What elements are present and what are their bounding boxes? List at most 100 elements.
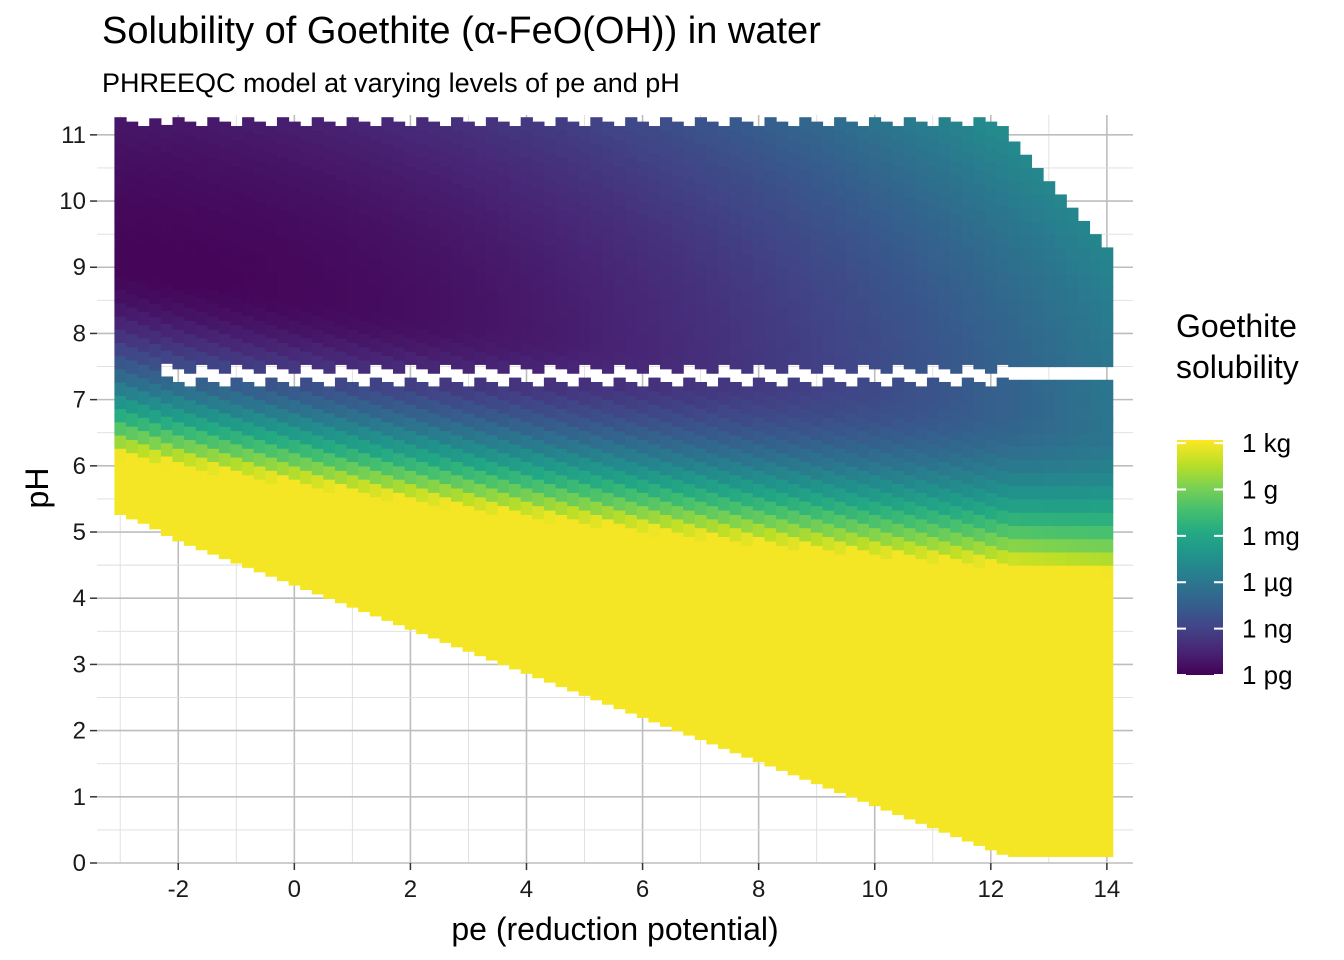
heatmap-cell <box>938 421 951 436</box>
heatmap-cell <box>926 324 940 339</box>
heatmap-cell <box>764 289 777 304</box>
heatmap-cell <box>625 646 638 661</box>
heatmap-cell <box>149 118 162 133</box>
heatmap-cell <box>892 735 905 749</box>
heatmap-cell <box>776 280 789 295</box>
heatmap-cell <box>706 730 719 745</box>
heatmap-cell <box>799 461 812 476</box>
heatmap-cell <box>926 708 940 723</box>
heatmap-cell <box>218 399 232 414</box>
heatmap-cell <box>857 298 870 312</box>
heatmap-cell <box>230 377 243 392</box>
heatmap-cell <box>648 642 661 657</box>
heatmap-cell <box>393 359 406 374</box>
heatmap-cell <box>543 218 557 233</box>
heatmap-cell <box>520 474 533 489</box>
heatmap-cell <box>752 258 766 273</box>
x-tick-label: 10 <box>861 876 888 903</box>
heatmap-cell <box>543 509 557 524</box>
heatmap-cell <box>358 306 371 321</box>
heatmap-cell <box>868 302 882 317</box>
heatmap-cell <box>311 315 324 330</box>
heatmap-cell <box>485 209 499 224</box>
heatmap-cell <box>276 262 290 277</box>
heatmap-cell <box>334 351 348 365</box>
heatmap-cell <box>1019 181 1033 196</box>
heatmap-cell <box>799 474 812 489</box>
heatmap-cell <box>1077 843 1091 857</box>
heatmap-cell <box>741 505 754 520</box>
heatmap-cell <box>845 584 858 599</box>
heatmap-cell <box>474 192 487 207</box>
heatmap-cell <box>938 792 951 807</box>
heatmap-cell <box>903 646 916 661</box>
heatmap-cell <box>1043 710 1056 725</box>
heatmap-cell <box>636 240 649 255</box>
heatmap-cell <box>1008 697 1021 712</box>
heatmap-cell <box>601 333 615 348</box>
heatmap-cell <box>834 156 847 171</box>
heatmap-cell <box>752 139 766 154</box>
heatmap-cell <box>358 479 371 493</box>
heatmap-cell <box>160 151 174 166</box>
heatmap-cell <box>613 549 626 564</box>
heatmap-cell <box>578 417 591 432</box>
heatmap-cell <box>300 258 313 273</box>
heatmap-cell <box>1008 604 1021 619</box>
heatmap-cell <box>985 611 998 626</box>
heatmap-cell <box>880 161 893 176</box>
heatmap-cell <box>346 249 359 264</box>
heatmap-cell <box>1101 432 1114 447</box>
heatmap-cell <box>938 686 951 701</box>
heatmap-cell <box>683 377 696 392</box>
heatmap-cell <box>1019 220 1033 235</box>
heatmap-cell <box>799 170 812 185</box>
heatmap-cell <box>253 174 266 189</box>
heatmap-cell <box>1101 485 1114 500</box>
heatmap-cell <box>868 143 882 158</box>
heatmap-cell <box>1008 565 1021 579</box>
heatmap-cell <box>648 126 661 140</box>
heatmap-cell <box>915 558 928 573</box>
heatmap-cell <box>555 554 568 568</box>
heatmap-cell <box>671 174 684 189</box>
heatmap-cell <box>497 412 510 427</box>
x-axis-title: pe (reduction potential) <box>451 911 778 947</box>
heatmap-cell <box>1089 247 1102 262</box>
heatmap-cell <box>427 545 441 560</box>
heatmap-cell <box>659 461 673 476</box>
heatmap-cell <box>636 584 649 599</box>
heatmap-cell <box>1101 737 1114 752</box>
heatmap-cell <box>1054 578 1067 593</box>
heatmap-cell <box>346 593 359 608</box>
heatmap-cell <box>427 174 441 189</box>
heatmap-cell <box>961 509 974 524</box>
heatmap-cell <box>659 673 673 688</box>
heatmap-cell <box>601 293 615 308</box>
heatmap-cell <box>706 174 719 189</box>
heatmap-cell <box>915 532 928 546</box>
heatmap-cell <box>973 408 986 423</box>
heatmap-cell <box>683 298 696 312</box>
heatmap-cell <box>648 139 661 154</box>
heatmap-cell <box>567 598 580 613</box>
heatmap-cell <box>601 240 615 255</box>
heatmap-cell <box>149 409 162 424</box>
heatmap-cell <box>776 584 789 599</box>
heatmap-cell <box>137 165 150 180</box>
heatmap-cell <box>276 461 290 476</box>
heatmap-cell <box>706 320 719 335</box>
heatmap-cell <box>799 196 812 211</box>
heatmap-cell <box>787 271 800 286</box>
heatmap-cell <box>126 148 139 162</box>
heatmap-cell <box>439 298 452 312</box>
heatmap-cell <box>1008 657 1021 672</box>
heatmap-cell <box>381 461 394 476</box>
heatmap-cell <box>381 130 394 145</box>
heatmap-cell <box>764 607 777 621</box>
heatmap-cell <box>439 457 452 471</box>
heatmap-cell <box>172 289 185 304</box>
heatmap-cell <box>950 267 963 282</box>
heatmap-cell <box>497 201 510 215</box>
heatmap-cell <box>578 549 591 564</box>
